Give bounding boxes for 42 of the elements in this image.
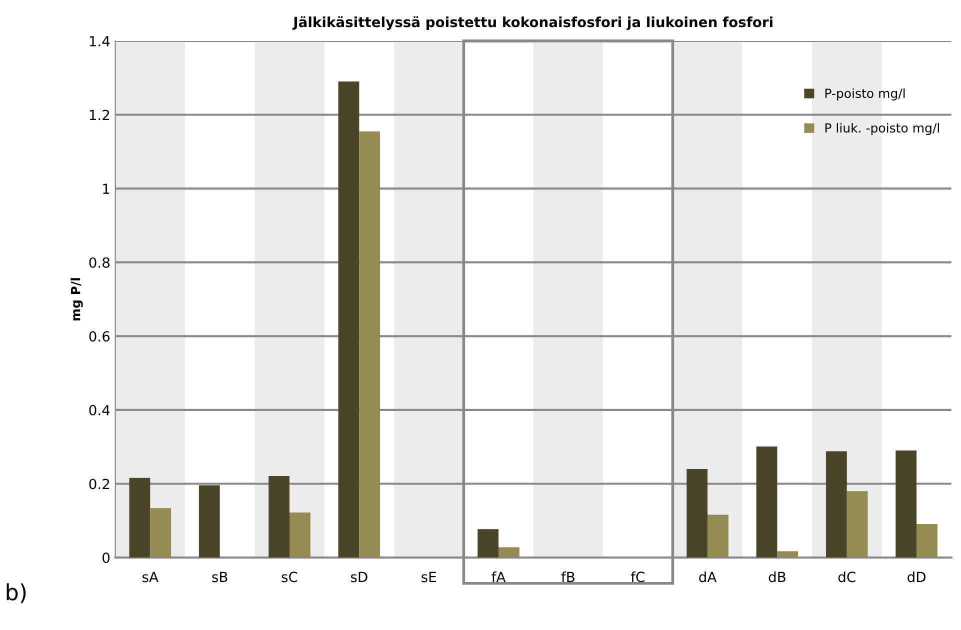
y-tick-label: 0.2 — [89, 478, 110, 490]
y-axis-title: mg P/l — [70, 278, 83, 320]
x-tick-label: fA — [492, 571, 506, 582]
y-tick-label: 0.8 — [89, 257, 110, 268]
bar — [198, 485, 220, 558]
x-tick-label: sE — [422, 572, 436, 582]
y-tick-label: 0.6 — [89, 331, 110, 342]
x-tick-label: sB — [212, 572, 228, 582]
y-tick-label: 1.2 — [90, 110, 110, 120]
bar — [150, 508, 172, 558]
x-tick-label: dB — [768, 571, 786, 582]
bar — [686, 468, 708, 558]
y-tick-label: 0.4 — [89, 404, 110, 416]
bar — [896, 450, 917, 558]
bar — [290, 512, 310, 558]
y-tick-label: 1.4 — [90, 36, 110, 46]
bar — [777, 551, 798, 558]
bar — [498, 547, 520, 558]
text: b) — [6, 583, 26, 604]
bar — [826, 451, 847, 558]
x-tick-label: sD — [350, 572, 368, 582]
x-tick-label: dA — [699, 571, 717, 582]
y-tick-label: 1 — [103, 184, 110, 194]
bar — [478, 529, 499, 558]
x-tick-label: dD — [908, 571, 926, 582]
bar — [129, 478, 150, 558]
legend-label: P liuk. -poisto mg/l — [825, 122, 939, 136]
bar — [268, 476, 290, 558]
x-tick-label: fB — [561, 571, 574, 582]
x-tick-label: sC — [282, 572, 298, 582]
bar — [359, 131, 380, 558]
y-tick-label: 0 — [102, 552, 110, 564]
x-tick-label: sA — [142, 572, 158, 582]
legend-label: P-poisto mg/l — [825, 88, 905, 100]
bar — [846, 491, 868, 558]
chart-title: Jälkikäsittelyssä poistettu kokonaisfosfori ja liukoinen fosfori — [292, 16, 772, 30]
x-tick-label: fC — [630, 571, 644, 582]
bar — [756, 446, 778, 558]
bar — [338, 82, 360, 558]
bar — [708, 514, 728, 558]
x-tick-label: dC — [838, 571, 856, 582]
bar — [916, 524, 938, 558]
